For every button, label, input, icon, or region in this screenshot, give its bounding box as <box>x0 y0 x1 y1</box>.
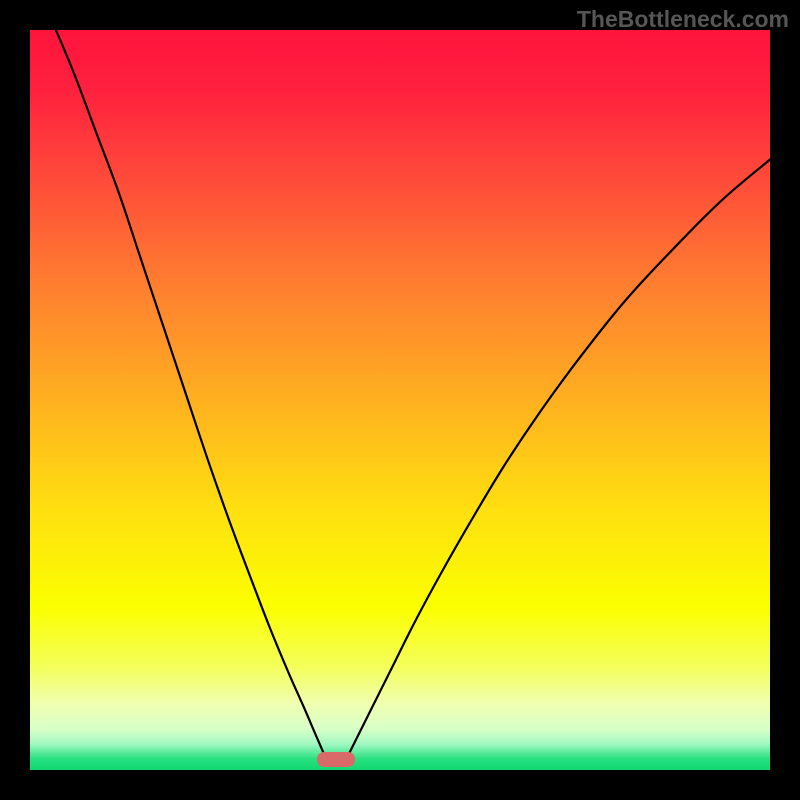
watermark-text: TheBottleneck.com <box>577 6 789 33</box>
optimal-point-marker <box>317 752 355 767</box>
gradient-plot-area <box>30 30 770 770</box>
chart-container: TheBottleneck.com <box>0 0 800 800</box>
